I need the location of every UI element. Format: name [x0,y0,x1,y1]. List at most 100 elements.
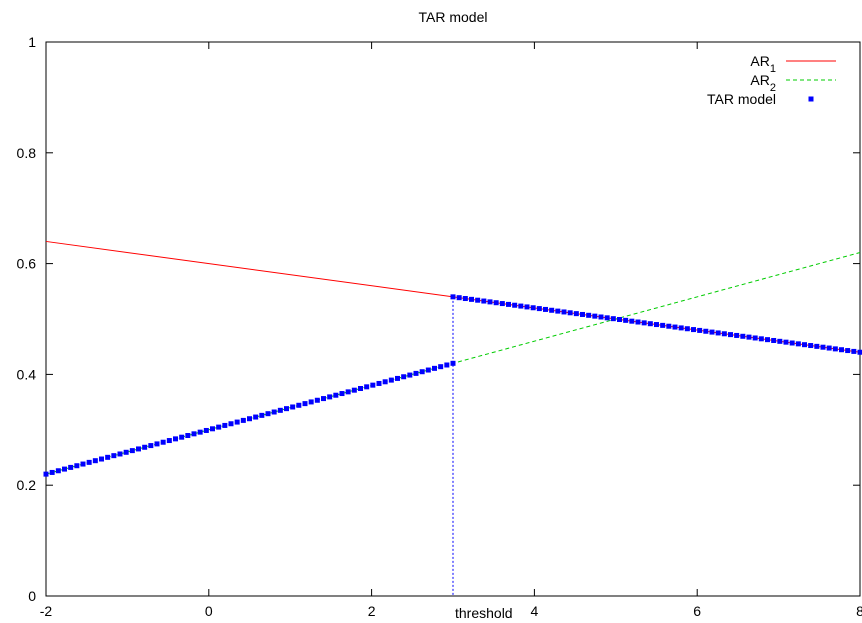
tar-model-point [86,459,92,465]
tar-model-point [617,317,622,323]
tar-model-point [43,471,49,477]
legend-label: TAR model [707,91,776,107]
y-tick-label: 0.4 [17,366,37,382]
tar-model-point [666,323,672,329]
tar-model-point [549,307,555,313]
tar-model-point [80,461,86,467]
tar-model-point [271,409,277,415]
tar-model-point [487,299,493,305]
tar-model-point [364,384,370,390]
tar-model-point [512,302,518,308]
tar-model-point [68,464,74,470]
tar-model-point [105,454,111,460]
tar-model-point [826,345,832,351]
tar-model-point [259,412,265,418]
legend-label-subscript: 2 [770,82,776,94]
plot-frame [45,41,861,597]
tar-model-point [49,469,55,475]
x-tick-label: 4 [531,603,539,619]
tar-model-point [419,369,425,375]
tar-model-point [765,337,770,343]
tar-model-point [561,309,567,315]
x-tick-label: -2 [40,603,53,619]
x-tick-label: 6 [693,603,701,619]
tar-model-point [413,370,419,376]
tar-model-point [247,416,252,422]
tar-model-point [234,419,240,425]
tar-model-point [820,344,826,350]
tar-model-point [185,433,191,439]
tar-model-point [506,301,511,307]
tar-model-point [444,362,450,368]
tar-model-point [592,313,598,319]
tar-model-point [703,328,709,334]
tar-model-point [358,386,363,392]
legend-label-subscript: 1 [770,63,776,75]
tar-model-point [604,315,610,321]
tar-model-point [740,333,746,339]
tar-model-point [55,468,61,474]
tar-model-point [99,456,104,462]
tar-model-point [524,304,530,310]
tar-model-point [555,308,561,314]
tar-model-point [407,372,413,378]
tar-model-point [543,306,548,312]
tar-model-point [345,389,351,395]
tar-model-point [758,336,764,342]
y-tick-label: 0 [28,588,36,604]
tar-model-point [302,401,308,407]
tar-model-point [598,314,604,320]
x-tick-label: 2 [368,603,376,619]
tar-model-point [629,318,635,324]
axis-ticks: -2 0 2 4 6 800.20.40.60.81 [17,34,862,619]
tar-model-point [691,327,696,333]
tar-model-point [462,296,468,302]
tar-model-point [678,325,684,331]
tar-model-point [136,446,141,452]
tar-model-point [290,404,296,410]
tar-model-point [382,379,388,385]
tar-model-point [795,341,801,347]
threshold-label: threshold [455,605,513,621]
tar-model-point [203,427,209,433]
tar-model-point [456,295,462,301]
tar-model-point [814,343,820,349]
tar-model-point [499,301,505,307]
tar-model-point [191,431,197,437]
x-tick-label: 0 [205,603,213,619]
tar-model-point [265,411,271,417]
tar-model-point [721,331,727,337]
tar-model-point [376,380,382,386]
tar-model-point [746,334,752,340]
tar-model-point [450,360,456,366]
tar-model-point [573,311,579,317]
legend-marker [808,96,814,102]
tar-model-point [92,458,98,464]
tar-model-point [197,429,203,435]
tar-model-point [62,466,67,472]
tar-model-point [308,399,314,405]
tar-model-point [142,444,148,450]
tar-model-point [802,342,807,348]
tar-model-point [808,343,814,349]
tar-model-point [370,382,376,388]
tar-model-point [123,449,129,455]
tar-model-point [222,422,228,428]
tar-model-point [715,330,721,336]
y-tick-label: 0.6 [17,256,37,272]
tar-model-point [401,374,407,380]
tar-model-point [351,387,357,393]
tar-model-point [469,296,474,302]
tar-model-point [388,377,394,383]
tar-model-point [475,297,481,303]
tar-model-point [339,391,345,397]
tar-model-point [777,338,783,344]
tar-model-point [789,340,795,346]
tar-model-point [228,421,234,427]
tar-model-point [684,326,690,332]
tar-model-point [709,329,715,335]
tar-model-point [851,348,857,354]
y-tick-label: 0.8 [17,145,37,161]
x-tick-label: 8 [856,603,862,619]
tar-model-point [438,364,444,370]
